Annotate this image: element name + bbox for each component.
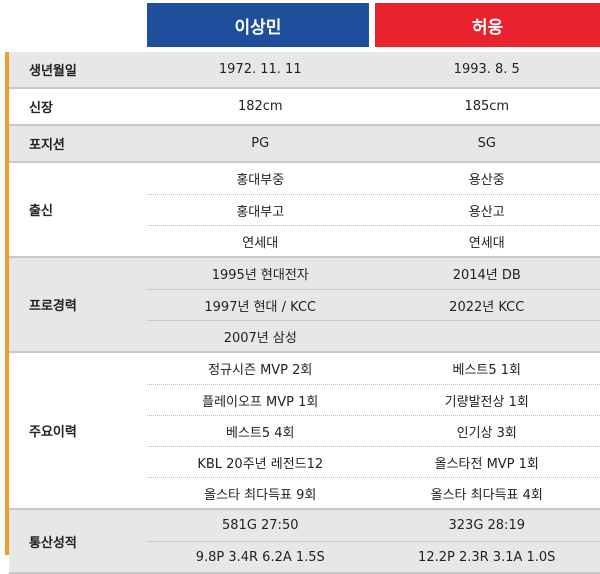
player1-value: 182cm (147, 99, 374, 114)
player2-value: 연세대 (374, 232, 600, 251)
player1-header: 이상민 (147, 3, 369, 47)
player2-value: 1993. 8. 5 (374, 62, 600, 77)
player2-value: 12.2P 2.3R 3.1A 1.0S (374, 550, 600, 565)
row-label: 신장 (9, 89, 147, 124)
value-row: 2007년 삼성 (147, 320, 600, 351)
player1-value: 올스타 최다득표 9회 (147, 484, 374, 503)
player2-value: 323G 28:19 (374, 518, 600, 533)
player2-value: 용산고 (374, 201, 600, 220)
player1-value: 9.8P 3.4R 6.2A 1.5S (147, 550, 374, 565)
player2-value: SG (374, 136, 600, 151)
player2-value: 인기상 3회 (374, 422, 600, 441)
player1-value: 2007년 삼성 (147, 327, 374, 346)
player2-value: 2022년 KCC (374, 296, 600, 315)
row-label: 포지션 (9, 126, 147, 161)
player1-value: PG (147, 136, 374, 151)
player2-value: 2014년 DB (374, 264, 600, 283)
player1-value: 홍대부고 (147, 201, 374, 220)
player1-value: KBL 20주년 레전드12 (147, 453, 374, 472)
player2-value: 올스타전 MVP 1회 (374, 453, 600, 472)
row-label: 생년월일 (9, 52, 147, 87)
player1-value: 홍대부중 (147, 169, 374, 188)
player1-value: 1995년 현대전자 (147, 264, 374, 283)
player2-value: 용산중 (374, 169, 600, 188)
player2-value: 기량발전상 1회 (374, 391, 600, 410)
player2-header: 허웅 (375, 3, 600, 47)
player2-value: 185cm (374, 99, 600, 114)
player1-value: 581G 27:50 (147, 518, 374, 533)
player1-value: 연세대 (147, 232, 374, 251)
row-label: 프로경력 (9, 258, 147, 351)
player1-value: 1972. 11. 11 (147, 62, 374, 77)
row-label: 주요이력 (9, 353, 147, 508)
player1-value: 플레이오프 MVP 1회 (147, 391, 374, 410)
row-label: 통산성적 (9, 510, 147, 572)
player2-value: 올스타 최다득표 4회 (374, 484, 600, 503)
player1-value: 베스트5 4회 (147, 422, 374, 441)
player2-value: 베스트5 1회 (374, 359, 600, 378)
player1-value: 1997년 현대 / KCC (147, 296, 374, 315)
row-label: 출신 (9, 163, 147, 256)
player1-value: 정규시즌 MVP 2회 (147, 359, 374, 378)
